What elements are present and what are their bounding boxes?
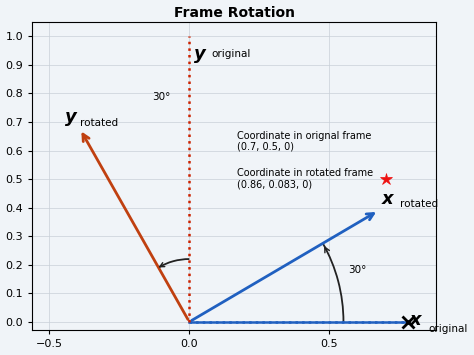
Text: original: original <box>212 49 251 59</box>
Text: x: x <box>382 190 393 208</box>
Title: Frame Rotation: Frame Rotation <box>173 6 295 20</box>
Text: Coordinate in orignal frame: Coordinate in orignal frame <box>237 131 371 141</box>
Text: 30°: 30° <box>152 92 171 102</box>
Text: y: y <box>65 108 77 126</box>
Text: 30°: 30° <box>348 266 367 275</box>
Text: (0.7, 0.5, 0): (0.7, 0.5, 0) <box>237 142 294 152</box>
Text: original: original <box>428 324 468 334</box>
Text: rotated: rotated <box>80 118 118 127</box>
Text: Coordinate in rotated frame: Coordinate in rotated frame <box>237 168 373 178</box>
Text: (0.86, 0.083, 0): (0.86, 0.083, 0) <box>237 179 312 189</box>
Text: x: x <box>410 311 422 329</box>
Text: rotated: rotated <box>400 199 438 209</box>
Text: y: y <box>193 45 205 63</box>
